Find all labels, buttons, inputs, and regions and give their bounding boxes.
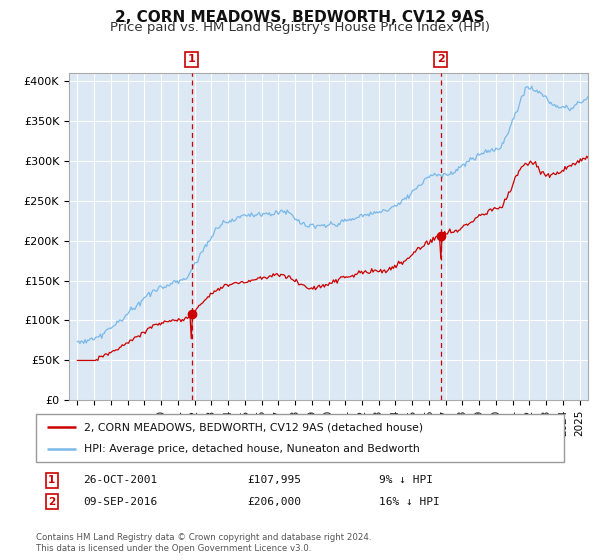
- Text: £206,000: £206,000: [247, 497, 301, 507]
- Text: 9% ↓ HPI: 9% ↓ HPI: [379, 475, 433, 486]
- Text: 1: 1: [188, 54, 196, 64]
- Text: 2, CORN MEADOWS, BEDWORTH, CV12 9AS (detached house): 2, CORN MEADOWS, BEDWORTH, CV12 9AS (det…: [83, 422, 422, 432]
- Text: 2, CORN MEADOWS, BEDWORTH, CV12 9AS: 2, CORN MEADOWS, BEDWORTH, CV12 9AS: [115, 10, 485, 25]
- Text: 1: 1: [48, 475, 55, 486]
- Text: £107,995: £107,995: [247, 475, 301, 486]
- FancyBboxPatch shape: [36, 414, 564, 462]
- Text: Price paid vs. HM Land Registry's House Price Index (HPI): Price paid vs. HM Land Registry's House …: [110, 21, 490, 34]
- Text: 16% ↓ HPI: 16% ↓ HPI: [379, 497, 440, 507]
- Text: 2: 2: [437, 54, 445, 64]
- Text: 2: 2: [48, 497, 55, 507]
- Text: HPI: Average price, detached house, Nuneaton and Bedworth: HPI: Average price, detached house, Nune…: [83, 444, 419, 454]
- Text: 26-OCT-2001: 26-OCT-2001: [83, 475, 158, 486]
- Text: Contains HM Land Registry data © Crown copyright and database right 2024.
This d: Contains HM Land Registry data © Crown c…: [36, 533, 371, 553]
- Text: 09-SEP-2016: 09-SEP-2016: [83, 497, 158, 507]
